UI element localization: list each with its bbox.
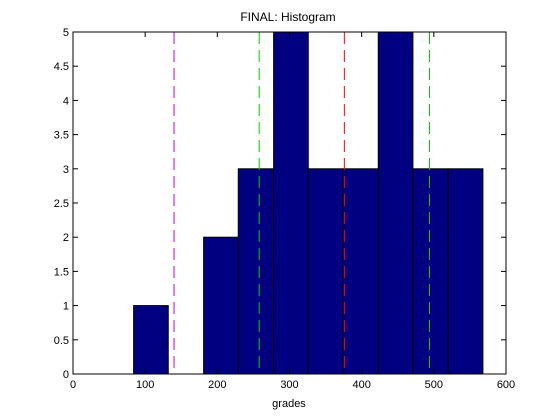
x-axis-label: grades: [272, 398, 306, 410]
histogram-bar: [203, 236, 239, 375]
histogram-bar: [447, 168, 484, 375]
y-tick-label: 3: [63, 164, 69, 176]
y-tick-label: 1.5: [54, 266, 69, 278]
histogram-bar: [273, 31, 309, 375]
histogram-bar: [133, 305, 169, 375]
y-tick-label: 2.5: [54, 198, 69, 210]
y-tick-label: 4: [63, 95, 69, 107]
x-tick-label: 200: [208, 379, 226, 391]
x-tick-label: 500: [425, 379, 443, 391]
y-tick-label: 0: [63, 369, 69, 381]
x-tick-label: 0: [70, 379, 76, 391]
histogram-bar: [377, 31, 414, 375]
x-tick-label: 100: [136, 379, 154, 391]
y-tick-label: 3.5: [54, 130, 69, 142]
y-axis-ticks: 0 0.5 1 1.5 2 2.5 3 3.5 4 4.5 5: [54, 27, 506, 381]
y-tick-label: 4.5: [54, 61, 69, 73]
y-tick-label: 5: [63, 27, 69, 39]
histogram-bar: [237, 168, 275, 375]
x-tick-label: 400: [352, 379, 370, 391]
bars-group: [133, 31, 484, 375]
x-tick-label: 300: [280, 379, 298, 391]
reference-lines-group: [173, 32, 431, 374]
chart-title: FINAL: Histogram: [240, 10, 335, 24]
y-tick-label: 2: [63, 232, 69, 244]
histogram-bar: [342, 168, 379, 375]
histogram-bar: [307, 168, 344, 375]
x-axis-ticks: 0 100 200 300 400 500 600: [70, 32, 515, 391]
y-tick-label: 0.5: [54, 335, 69, 347]
histogram-bar: [412, 168, 449, 375]
y-tick-label: 1: [63, 301, 69, 313]
x-tick-label: 600: [497, 379, 515, 391]
